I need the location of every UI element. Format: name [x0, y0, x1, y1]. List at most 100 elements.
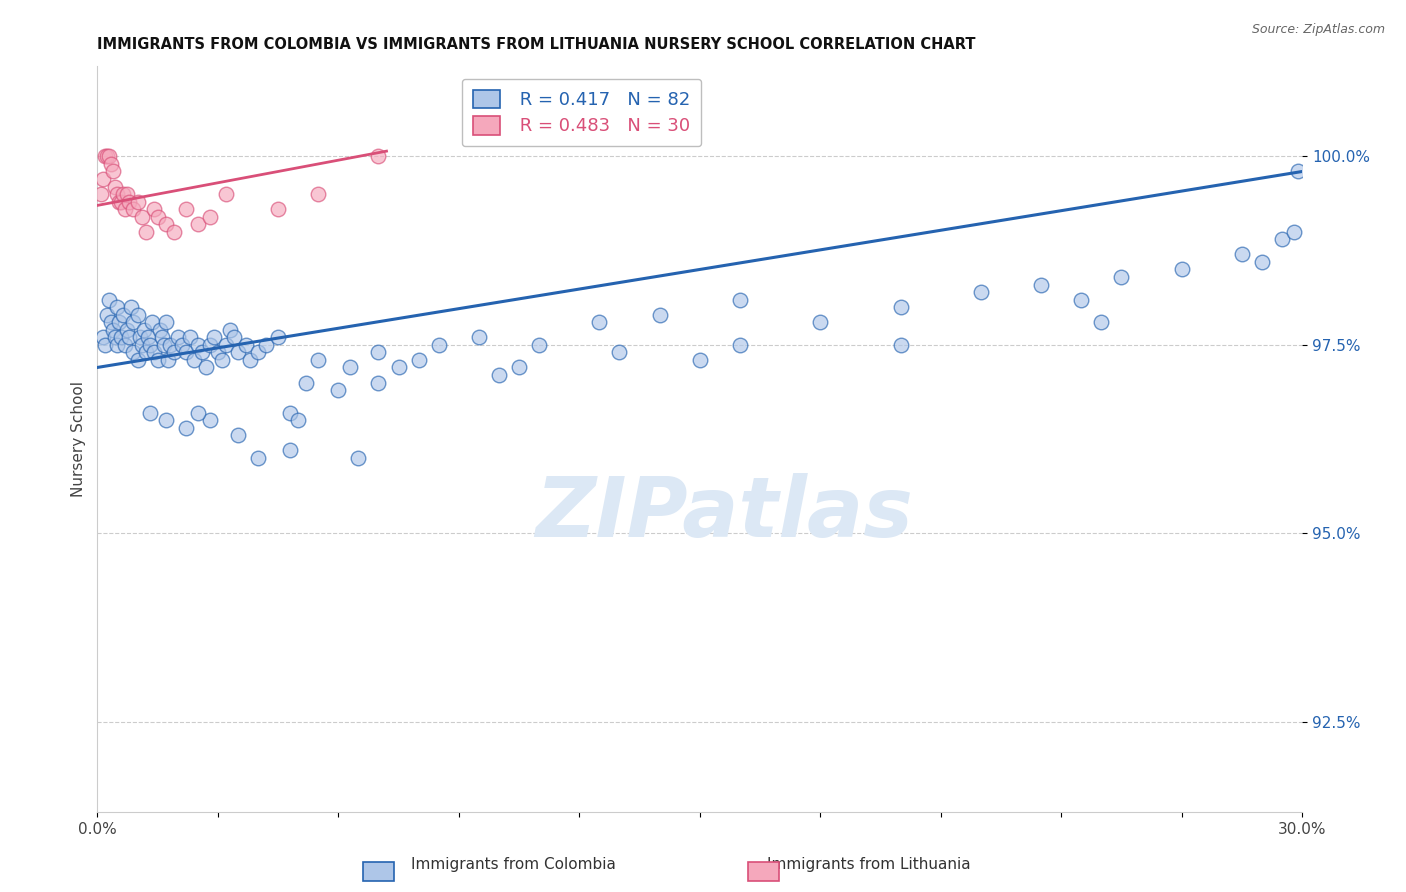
Point [107, 300, 129, 314]
Point [239, 352, 262, 367]
Point [187, 338, 209, 352]
Text: IMMIGRANTS FROM COLOMBIA VS IMMIGRANTS FROM LITHUANIA NURSERY SCHOOL CORRELATION: IMMIGRANTS FROM COLOMBIA VS IMMIGRANTS F… [97, 37, 976, 53]
Point [155, 315, 177, 329]
Point [107, 187, 129, 202]
Point [278, 443, 301, 458]
Point [98, 293, 121, 307]
Point [142, 345, 165, 359]
Point [141, 315, 163, 329]
Point [100, 157, 122, 171]
Point [191, 345, 214, 359]
Y-axis label: Nursery School: Nursery School [72, 381, 86, 497]
Point [96, 149, 118, 163]
Point [246, 345, 269, 359]
Point [1282, 225, 1305, 239]
Point [122, 315, 145, 329]
Point [1029, 277, 1052, 292]
Point [183, 352, 205, 367]
Text: Source: ZipAtlas.com: Source: ZipAtlas.com [1251, 23, 1385, 37]
Point [108, 315, 131, 329]
Point [110, 194, 132, 209]
Point [90, 187, 112, 202]
Point [194, 360, 217, 375]
Point [187, 217, 209, 231]
Point [468, 330, 491, 344]
Point [117, 187, 139, 202]
Point [100, 315, 122, 329]
Point [488, 368, 510, 382]
Point [890, 338, 912, 352]
Point [104, 179, 127, 194]
Point [609, 345, 631, 359]
Point [339, 360, 361, 375]
Point [103, 164, 125, 178]
Point [114, 202, 136, 216]
Point [408, 352, 430, 367]
Text: ZIPatlas: ZIPatlas [534, 473, 912, 554]
Point [235, 338, 257, 352]
Point [970, 285, 993, 299]
Point [104, 330, 127, 344]
Point [198, 338, 221, 352]
Point [122, 345, 145, 359]
Point [118, 330, 141, 344]
Point [508, 360, 530, 375]
Point [142, 202, 165, 216]
Point [1271, 232, 1294, 246]
Point [267, 330, 290, 344]
Point [1286, 164, 1309, 178]
Point [328, 383, 350, 397]
Point [689, 352, 711, 367]
Point [179, 330, 201, 344]
Point [138, 406, 160, 420]
Point [136, 330, 159, 344]
Point [187, 406, 209, 420]
Legend:  R = 0.417   N = 82,  R = 0.483   N = 30: R = 0.417 N = 82, R = 0.483 N = 30 [461, 78, 702, 146]
Point [202, 330, 225, 344]
Point [163, 345, 186, 359]
Point [728, 338, 751, 352]
Point [648, 308, 671, 322]
Point [267, 202, 290, 216]
Point [347, 450, 370, 465]
Point [278, 406, 301, 420]
Point [367, 149, 389, 163]
Point [367, 345, 389, 359]
Point [198, 210, 221, 224]
Point [112, 187, 135, 202]
Point [287, 413, 309, 427]
Point [131, 210, 153, 224]
Point [170, 338, 193, 352]
Point [367, 376, 389, 390]
Point [149, 323, 172, 337]
Point [728, 293, 751, 307]
Point [132, 323, 155, 337]
Point [131, 338, 153, 352]
Point [174, 421, 197, 435]
Point [1170, 262, 1192, 277]
Point [135, 345, 157, 359]
Point [1111, 270, 1133, 285]
Point [427, 338, 450, 352]
Point [122, 202, 145, 216]
Point [159, 338, 181, 352]
Point [163, 225, 186, 239]
Point [150, 330, 173, 344]
Point [117, 323, 139, 337]
Text: Immigrants from Lithuania: Immigrants from Lithuania [768, 857, 970, 872]
Point [127, 194, 149, 209]
Point [215, 338, 238, 352]
Text: Immigrants from Colombia: Immigrants from Colombia [411, 857, 616, 872]
Point [246, 450, 269, 465]
Point [146, 210, 169, 224]
Point [114, 338, 136, 352]
Point [110, 330, 132, 344]
Point [98, 149, 121, 163]
Point [226, 428, 249, 442]
Point [121, 300, 143, 314]
Point [135, 225, 157, 239]
Point [128, 330, 150, 344]
Point [93, 330, 115, 344]
Point [1090, 315, 1112, 329]
Point [207, 345, 229, 359]
